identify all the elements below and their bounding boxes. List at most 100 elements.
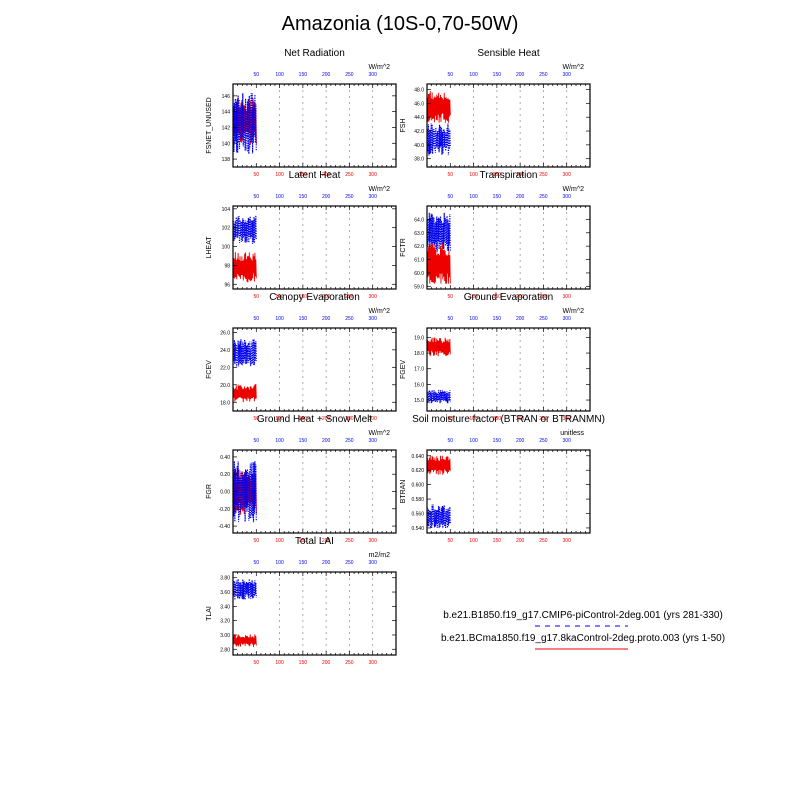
x-bottom-tick-label: 200 bbox=[516, 172, 525, 178]
panel-title: Sensible Heat bbox=[477, 48, 539, 59]
y-tick-label: 42.0 bbox=[414, 129, 424, 135]
series-line-blue bbox=[426, 123, 451, 156]
legend-entry-label: b.e21.B1850.f19_g17.CMIP6-piControl-2deg… bbox=[443, 610, 723, 621]
y-tick-label: -0.40 bbox=[219, 524, 231, 530]
x-bottom-tick-label: 50 bbox=[254, 416, 260, 422]
series-line-blue bbox=[426, 504, 451, 528]
x-bottom-tick-label: 100 bbox=[275, 538, 284, 544]
y-axis-label: LHEAT bbox=[206, 236, 213, 259]
x-top-tick-label: 50 bbox=[254, 438, 260, 444]
series-line-red bbox=[427, 455, 451, 475]
y-tick-label: 3.40 bbox=[220, 604, 230, 610]
y-tick-label: 17.0 bbox=[414, 367, 424, 373]
y-tick-label: 0.580 bbox=[411, 497, 424, 503]
x-bottom-tick-label: 300 bbox=[369, 416, 378, 422]
y-tick-label: 96 bbox=[224, 282, 230, 288]
y-tick-label: 3.20 bbox=[220, 619, 230, 625]
x-bottom-tick-label: 300 bbox=[369, 538, 378, 544]
y-tick-label: 40.0 bbox=[414, 143, 424, 149]
x-bottom-tick-label: 200 bbox=[516, 538, 525, 544]
x-top-tick-label: 250 bbox=[345, 194, 354, 200]
y-tick-label: 0.00 bbox=[220, 490, 230, 496]
y-tick-label: 104 bbox=[222, 207, 231, 213]
y-tick-label: 0.620 bbox=[411, 468, 424, 474]
units-label: W/m^2 bbox=[562, 308, 584, 315]
x-bottom-tick-label: 200 bbox=[322, 660, 331, 666]
x-bottom-tick-label: 100 bbox=[275, 660, 284, 666]
x-top-tick-label: 200 bbox=[322, 194, 331, 200]
series-line-red bbox=[427, 90, 451, 123]
x-top-tick-label: 300 bbox=[563, 438, 572, 444]
panel-fgev: Ground Evaporation W/m^2 50 100 150 200 250 300… bbox=[400, 292, 591, 422]
x-bottom-tick-label: 50 bbox=[254, 172, 260, 178]
y-tick-label: 24.0 bbox=[220, 348, 230, 354]
panel-title: Soil moisture factor (BTRAN or BTRANMN) bbox=[412, 414, 605, 425]
y-tick-label: 22.0 bbox=[220, 365, 230, 371]
x-bottom-tick-label: 50 bbox=[448, 416, 454, 422]
units-label: W/m^2 bbox=[368, 430, 390, 437]
y-tick-label: 2.80 bbox=[220, 647, 230, 653]
x-bottom-tick-label: 150 bbox=[299, 660, 308, 666]
x-bottom-tick-label: 100 bbox=[469, 416, 478, 422]
plot-frame bbox=[426, 449, 591, 534]
y-axis-label: BTRAN bbox=[400, 480, 407, 504]
x-bottom-tick-label: 150 bbox=[493, 416, 502, 422]
x-top-tick-label: 250 bbox=[539, 438, 548, 444]
panel-title: Total LAI bbox=[295, 536, 334, 547]
x-top-tick-label: 300 bbox=[563, 316, 572, 322]
panels-group: Net Radiation W/m^2 50 100 150 200 250 300 50 100… bbox=[206, 48, 605, 666]
x-top-tick-label: 50 bbox=[254, 72, 260, 78]
x-top-tick-label: 250 bbox=[345, 316, 354, 322]
x-bottom-tick-label: 150 bbox=[299, 294, 308, 300]
y-tick-label: 142 bbox=[222, 125, 231, 131]
x-bottom-tick-label: 100 bbox=[469, 538, 478, 544]
x-bottom-tick-label: 250 bbox=[345, 538, 354, 544]
panel-fctr: Transpiration W/m^2 50 100 150 200 250 300 50 100… bbox=[400, 170, 591, 300]
x-bottom-tick-label: 150 bbox=[493, 538, 502, 544]
x-top-tick-label: 50 bbox=[448, 72, 454, 78]
x-top-tick-label: 150 bbox=[299, 194, 308, 200]
y-axis-label: FCTR bbox=[400, 238, 407, 257]
x-bottom-tick-label: 250 bbox=[345, 416, 354, 422]
x-top-tick-label: 150 bbox=[299, 316, 308, 322]
y-tick-label: 26.0 bbox=[220, 330, 230, 336]
series-line-red bbox=[427, 337, 451, 357]
x-bottom-tick-label: 250 bbox=[539, 538, 548, 544]
x-top-tick-label: 50 bbox=[448, 194, 454, 200]
y-tick-label: 0.20 bbox=[220, 472, 230, 478]
y-tick-label: 48.0 bbox=[414, 88, 424, 94]
plot-frame bbox=[426, 205, 591, 290]
x-bottom-tick-label: 250 bbox=[539, 294, 548, 300]
y-tick-label: 16.0 bbox=[414, 382, 424, 388]
y-tick-label: 0.40 bbox=[220, 455, 230, 461]
y-tick-label: 0.640 bbox=[411, 454, 424, 460]
y-tick-label: 0.600 bbox=[411, 483, 424, 489]
x-top-tick-label: 300 bbox=[369, 316, 378, 322]
x-top-tick-label: 150 bbox=[493, 316, 502, 322]
y-tick-label: 3.00 bbox=[220, 633, 230, 639]
series-line-red bbox=[233, 384, 257, 403]
x-bottom-tick-label: 50 bbox=[448, 172, 454, 178]
x-top-tick-label: 150 bbox=[299, 72, 308, 78]
units-label: W/m^2 bbox=[562, 186, 584, 193]
series-line-blue bbox=[426, 212, 451, 253]
x-bottom-tick-label: 50 bbox=[254, 294, 260, 300]
x-bottom-tick-label: 300 bbox=[563, 294, 572, 300]
x-bottom-tick-label: 200 bbox=[322, 538, 331, 544]
x-top-tick-label: 250 bbox=[539, 194, 548, 200]
x-bottom-tick-label: 250 bbox=[539, 172, 548, 178]
x-bottom-tick-label: 250 bbox=[345, 172, 354, 178]
y-tick-label: 44.0 bbox=[414, 115, 424, 121]
y-tick-label: 19.0 bbox=[414, 335, 424, 341]
units-label: m2/m2 bbox=[369, 552, 391, 559]
units-label: W/m^2 bbox=[368, 64, 390, 71]
y-tick-label: 64.0 bbox=[414, 217, 424, 223]
y-tick-label: 18.0 bbox=[220, 400, 230, 406]
y-tick-label: 100 bbox=[222, 245, 231, 251]
plot-frame bbox=[232, 449, 397, 534]
y-axis-label: FGR bbox=[206, 484, 213, 499]
x-bottom-tick-label: 150 bbox=[493, 172, 502, 178]
plot-frame bbox=[232, 571, 397, 656]
figure-title: Amazonia (10S-0,70-50W) bbox=[282, 13, 519, 35]
